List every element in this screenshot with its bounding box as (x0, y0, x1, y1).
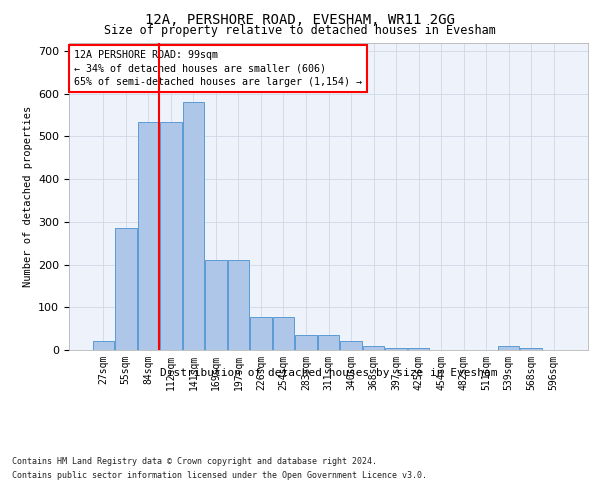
Bar (273, 316, 294, 350)
Text: Contains public sector information licensed under the Open Government Licence v3: Contains public sector information licen… (12, 471, 427, 480)
Text: Distribution of detached houses by size in Evesham: Distribution of detached houses by size … (160, 368, 497, 378)
Bar (92, 342, 114, 350)
Bar (137, 122, 159, 350)
Bar (205, 260, 227, 350)
Bar (228, 260, 249, 350)
Bar (318, 335, 339, 350)
Bar (385, 348, 407, 350)
Bar (160, 122, 182, 350)
Bar (182, 102, 204, 350)
Bar (295, 335, 317, 350)
Bar (498, 346, 520, 350)
Bar (363, 346, 384, 350)
Bar (408, 348, 429, 350)
Bar (520, 348, 542, 350)
Text: Size of property relative to detached houses in Evesham: Size of property relative to detached ho… (104, 24, 496, 37)
Text: Contains HM Land Registry data © Crown copyright and database right 2024.: Contains HM Land Registry data © Crown c… (12, 458, 377, 466)
Text: 12A PERSHORE ROAD: 99sqm
← 34% of detached houses are smaller (606)
65% of semi-: 12A PERSHORE ROAD: 99sqm ← 34% of detach… (74, 50, 362, 86)
Bar (250, 316, 272, 350)
Y-axis label: Number of detached properties: Number of detached properties (23, 106, 32, 287)
Bar (115, 228, 137, 350)
Bar (340, 342, 362, 350)
Text: 12A, PERSHORE ROAD, EVESHAM, WR11 2GG: 12A, PERSHORE ROAD, EVESHAM, WR11 2GG (145, 12, 455, 26)
